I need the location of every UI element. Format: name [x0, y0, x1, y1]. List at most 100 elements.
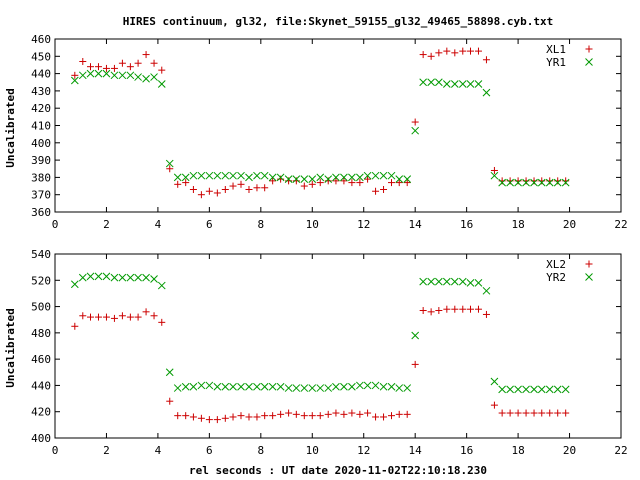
lower-point-yr2	[316, 384, 325, 392]
upper-point-yr1	[292, 175, 301, 183]
upper-point-xl1	[126, 63, 134, 71]
lower-point-xl2	[261, 412, 269, 420]
upper-x-tick-label: 2	[103, 218, 110, 231]
upper-point-yr1	[371, 171, 380, 180]
lower-point-xl2	[419, 307, 427, 315]
lower-point-xl2	[174, 412, 182, 420]
lower-point-xl2	[538, 409, 546, 417]
upper-point-yr1	[395, 175, 404, 183]
upper-x-tick-label: 10	[306, 218, 319, 231]
lower-point-yr2	[506, 385, 514, 394]
lower-point-xl2	[522, 409, 530, 417]
lower-y-tick-label: 460	[31, 353, 51, 366]
upper-point-xl1	[308, 180, 316, 188]
lower-point-xl2	[506, 409, 514, 417]
upper-series-yr1	[70, 69, 570, 187]
upper-point-yr1	[134, 73, 142, 81]
upper-point-xl1	[506, 177, 514, 185]
lower-point-xl2	[221, 414, 229, 422]
upper-point-yr1	[490, 171, 499, 180]
upper-point-yr1	[411, 126, 420, 135]
upper-point-xl1	[237, 180, 245, 188]
lower-point-yr2	[253, 382, 261, 391]
upper-point-yr1	[268, 173, 277, 182]
lower-point-xl2	[443, 305, 451, 313]
lower-point-xl2	[205, 416, 213, 424]
upper-y-tick-label: 420	[31, 102, 51, 115]
upper-point-xl1	[395, 179, 403, 187]
upper-point-xl1	[380, 186, 388, 194]
upper-point-yr1	[434, 78, 443, 87]
upper-point-xl1	[205, 187, 213, 195]
lower-point-xl2	[300, 412, 308, 420]
lower-point-yr2	[260, 382, 269, 391]
lower-x-tick-label: 22	[614, 444, 627, 457]
upper-point-yr1	[126, 71, 135, 80]
lower-point-yr2	[70, 280, 79, 289]
lower-plot-frame	[54, 253, 622, 439]
lower-point-xl2	[466, 305, 474, 313]
chart-title: HIRES continuum, gl32, file:Skynet_59155…	[123, 15, 553, 28]
upper-point-yr1	[561, 178, 570, 187]
lower-point-yr2	[276, 382, 285, 391]
upper-point-xl1	[546, 177, 554, 185]
upper-point-xl1	[324, 177, 332, 185]
upper-x-tick-label: 8	[258, 218, 265, 231]
lower-point-xl2	[435, 307, 443, 315]
lower-point-xl2	[530, 409, 538, 417]
upper-point-yr1	[308, 175, 317, 183]
lower-legend-label-xl2: XL2	[546, 258, 566, 271]
lower-point-xl2	[380, 413, 388, 421]
upper-x-tick-label: 12	[357, 218, 370, 231]
upper-point-xl1	[356, 179, 364, 187]
upper-y-tick-label: 390	[31, 154, 51, 167]
upper-point-xl1	[316, 179, 324, 187]
lower-point-yr2	[173, 384, 182, 392]
upper-y-tick-label: 380	[31, 171, 51, 184]
lower-point-yr2	[284, 384, 293, 392]
lower-y-tick-label: 440	[31, 379, 51, 392]
lower-point-yr2	[150, 275, 158, 283]
upper-point-xl1	[411, 118, 419, 126]
upper-point-yr1	[110, 71, 119, 80]
upper-point-yr1	[419, 78, 428, 87]
lower-point-yr2	[434, 277, 443, 286]
lower-point-xl2	[189, 413, 197, 421]
lower-point-yr2	[308, 384, 317, 392]
upper-point-xl1	[277, 175, 285, 183]
lower-point-yr2	[189, 382, 198, 391]
lower-point-yr2	[490, 377, 499, 386]
upper-point-xl1	[229, 182, 237, 190]
upper-point-xl1	[213, 189, 221, 197]
lower-point-xl2	[229, 413, 237, 421]
upper-point-xl1	[538, 177, 546, 185]
lower-point-xl2	[285, 409, 293, 417]
upper-point-xl1	[466, 47, 474, 55]
lower-x-tick-label: 20	[563, 444, 576, 457]
upper-point-xl1	[102, 64, 110, 72]
lower-point-yr2	[157, 281, 166, 290]
upper-point-yr1	[348, 173, 356, 182]
lower-point-xl2	[411, 360, 419, 368]
lower-plot: Uncalibrated 0 2 4 6 8 10 12 14 16 18 20 22 400 420 44…	[4, 248, 628, 457]
upper-point-xl1	[269, 177, 277, 185]
lower-point-yr2	[371, 381, 380, 390]
lower-x-tick-label: 4	[155, 444, 162, 457]
lower-point-xl2	[94, 313, 102, 321]
upper-point-yr1	[94, 69, 103, 78]
upper-point-xl1	[110, 64, 118, 72]
lower-point-yr2	[324, 384, 333, 392]
lower-point-yr2	[363, 381, 372, 390]
upper-x-tick-label: 16	[460, 218, 473, 231]
lower-point-yr2	[340, 382, 348, 391]
lower-point-xl2	[292, 410, 300, 418]
lower-point-xl2	[340, 410, 348, 418]
lower-point-xl2	[253, 413, 261, 421]
lower-point-xl2	[237, 412, 245, 420]
lower-point-xl2	[110, 314, 118, 322]
lower-point-yr2	[292, 384, 301, 392]
lower-point-xl2	[197, 414, 205, 422]
upper-point-yr1	[379, 171, 388, 180]
upper-point-xl1	[245, 186, 253, 194]
upper-point-yr1	[142, 74, 150, 83]
